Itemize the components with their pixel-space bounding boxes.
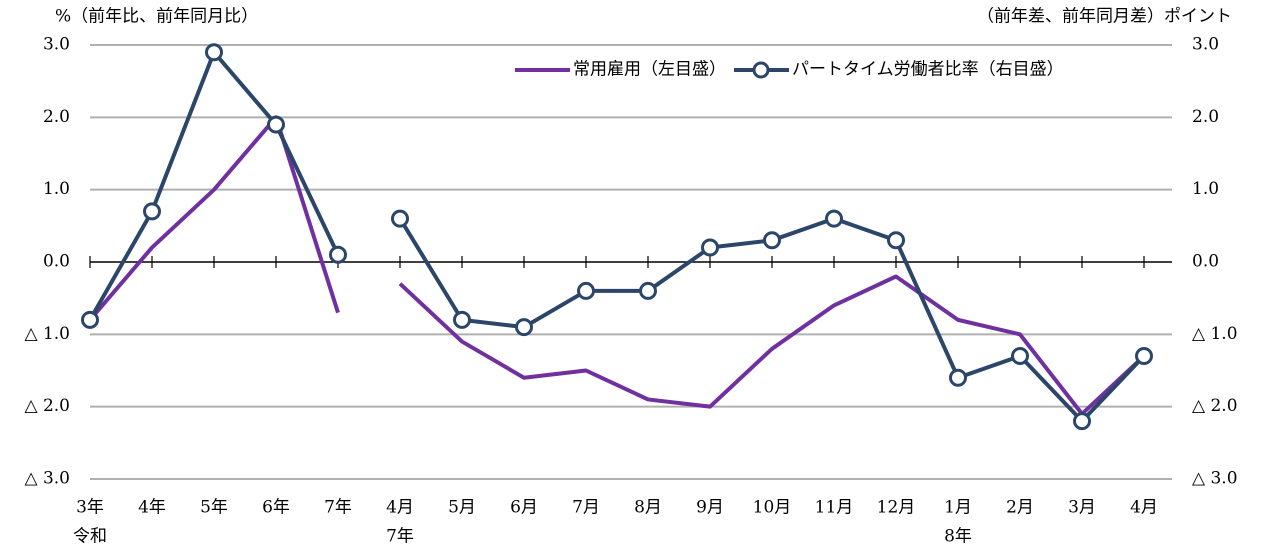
y2-tick-label: 1.0 xyxy=(1192,179,1219,199)
y-tick-label: 2.0 xyxy=(43,107,70,127)
y2-tick-label: 3.0 xyxy=(1192,35,1219,55)
series-marker xyxy=(515,318,533,337)
series-marker xyxy=(1011,347,1029,366)
series-marker xyxy=(763,231,781,250)
series-marker xyxy=(825,209,843,228)
y2-tick-label: 2.0 xyxy=(1192,107,1219,127)
x-tick-label: 8月 xyxy=(634,498,662,518)
x-tick-label: 4年 xyxy=(138,498,166,518)
x-tick-label: 12月 xyxy=(877,498,916,518)
x-tick-label: 7年 xyxy=(324,498,352,518)
x-tick-label: 4月 xyxy=(1130,498,1158,518)
x-tick-label: 1月 xyxy=(944,498,972,518)
x-tick-label: 3月 xyxy=(1068,498,1096,518)
series-marker xyxy=(1073,412,1091,431)
series-marker xyxy=(81,310,99,329)
x-tick-label: 6年 xyxy=(262,498,290,518)
y2-tick-label: △ 2.0 xyxy=(1192,396,1238,416)
x-tick-label: 5年 xyxy=(200,498,228,518)
series-marker xyxy=(205,43,223,62)
series-marker xyxy=(329,245,347,264)
y-axis-label: %（前年比、前年同月比） xyxy=(55,7,258,27)
series-line xyxy=(88,50,340,321)
legend-label: パートタイム労働者比率（右目盛） xyxy=(792,60,1064,80)
x-tick-label: 4月 xyxy=(386,498,414,518)
series-marker xyxy=(577,281,595,300)
series-line xyxy=(398,274,1146,416)
y2-axis-label: （前年差、前年同月差）ポイント xyxy=(977,7,1232,27)
y-tick-label: △ 1.0 xyxy=(24,324,70,344)
y2-tick-label: △ 3.0 xyxy=(1192,469,1238,489)
y-tick-label: 3.0 xyxy=(43,35,70,55)
legend-marker xyxy=(752,61,770,79)
y2-tick-label: △ 1.0 xyxy=(1192,324,1238,344)
y-tick-label: 1.0 xyxy=(43,179,70,199)
series-marker xyxy=(143,202,161,221)
y-tick-label: △ 3.0 xyxy=(24,469,70,489)
x-tick-label: 3年 xyxy=(76,498,104,518)
y-tick-label: 0.0 xyxy=(43,252,70,272)
series-marker xyxy=(1135,347,1153,366)
series-line xyxy=(88,115,340,322)
series-marker xyxy=(453,310,471,329)
series-marker xyxy=(391,209,409,228)
x-tick-label: 10月 xyxy=(753,498,792,518)
x-group-label: 8年 xyxy=(944,527,972,547)
x-tick-label: 9月 xyxy=(696,498,724,518)
x-group-label: 7年 xyxy=(386,527,414,547)
x-tick-label: 11月 xyxy=(815,498,854,518)
x-tick-label: 5月 xyxy=(448,498,476,518)
x-tick-label: 6月 xyxy=(510,498,538,518)
series-marker xyxy=(267,115,285,134)
series-marker xyxy=(701,238,719,257)
series-marker xyxy=(639,281,657,300)
x-tick-label: 2月 xyxy=(1006,498,1034,518)
series-marker xyxy=(949,368,967,387)
x-tick-label: 7月 xyxy=(572,498,600,518)
legend-label: 常用雇用（左目盛） xyxy=(573,60,726,80)
x-group-label: 令和 xyxy=(73,527,107,547)
y-tick-label: △ 2.0 xyxy=(24,396,70,416)
series-marker xyxy=(887,231,905,250)
y2-tick-label: 0.0 xyxy=(1192,252,1219,272)
